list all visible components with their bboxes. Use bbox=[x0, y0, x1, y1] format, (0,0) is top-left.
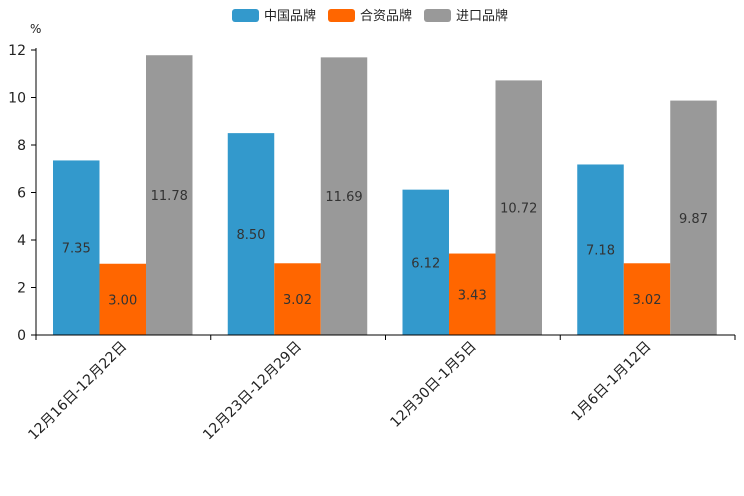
data-label: 3.43 bbox=[458, 288, 487, 303]
y-tick-label: 12 bbox=[8, 43, 26, 59]
data-label: 7.18 bbox=[586, 244, 615, 259]
legend-swatch bbox=[232, 9, 259, 22]
y-axis-unit: % bbox=[30, 22, 41, 36]
x-tick-label: 12月16日-12月22日 bbox=[25, 339, 130, 444]
y-tick-label: 2 bbox=[17, 281, 26, 297]
legend-label: 中国品牌 bbox=[264, 8, 316, 24]
bar bbox=[320, 57, 368, 336]
bar bbox=[577, 164, 624, 335]
legend: 中国品牌 合资品牌 进口品牌 bbox=[232, 8, 508, 24]
data-label: 3.02 bbox=[283, 293, 312, 308]
data-label: 9.87 bbox=[679, 212, 708, 227]
legend-label: 合资品牌 bbox=[360, 8, 412, 24]
y-axis: 0 2 4 6 8 10 12 bbox=[8, 43, 37, 344]
legend-label: 进口品牌 bbox=[456, 8, 508, 24]
legend-swatch bbox=[328, 9, 355, 22]
y-tick-label: 6 bbox=[17, 186, 26, 202]
bar bbox=[495, 80, 542, 336]
data-label: 3.00 bbox=[108, 293, 137, 308]
y-tick-label: 10 bbox=[8, 91, 26, 107]
legend-item: 中国品牌 bbox=[232, 8, 316, 24]
data-label: 11.69 bbox=[325, 190, 362, 205]
x-axis: 12月16日-12月22日 12月23日-12月29日 12月30日-1月5日 1月6… bbox=[25, 334, 736, 444]
x-tick-label: 1月6日-1月12日 bbox=[568, 339, 654, 425]
y-tick-label: 8 bbox=[17, 138, 26, 154]
bar bbox=[670, 100, 717, 336]
bars: 7.35 3.00 11.78 8.50 3.02 11.69 6.12 3.43 10.72 7… bbox=[53, 55, 717, 336]
data-label: 10.72 bbox=[500, 202, 537, 217]
bar bbox=[274, 263, 321, 335]
bar bbox=[99, 263, 146, 335]
bar bbox=[402, 189, 449, 335]
data-label: 11.78 bbox=[151, 189, 188, 204]
data-label: 7.35 bbox=[62, 242, 91, 257]
legend-swatch bbox=[424, 9, 451, 22]
bar bbox=[623, 263, 671, 335]
x-tick-label: 12月23日-12月29日 bbox=[200, 339, 305, 444]
data-label: 6.12 bbox=[411, 256, 440, 271]
legend-item: 合资品牌 bbox=[328, 8, 412, 24]
y-tick-label: 4 bbox=[17, 233, 26, 249]
data-label: 8.50 bbox=[237, 228, 266, 243]
bar bbox=[146, 55, 193, 335]
x-tick-label: 12月30日-1月5日 bbox=[387, 339, 479, 431]
bar bbox=[53, 160, 100, 335]
data-label: 3.02 bbox=[633, 293, 662, 308]
legend-item: 进口品牌 bbox=[424, 8, 508, 24]
y-tick-label: 0 bbox=[17, 328, 26, 344]
bar bbox=[227, 133, 275, 335]
bar bbox=[449, 253, 496, 335]
